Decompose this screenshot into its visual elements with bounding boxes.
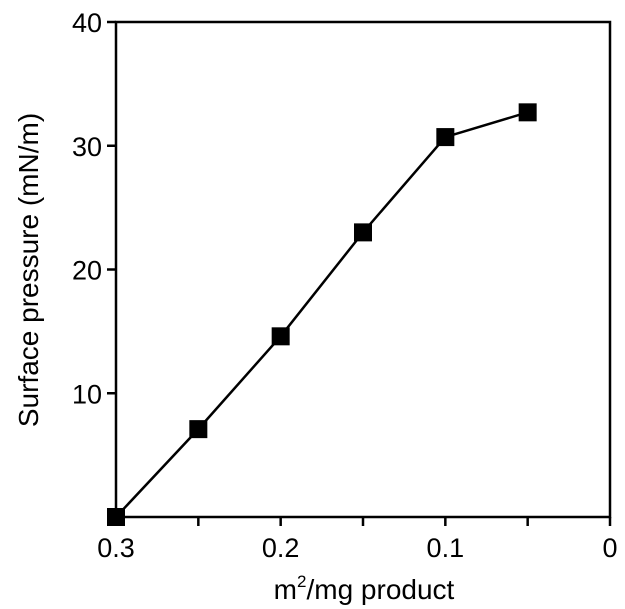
x-axis-title-rest: /mg product (306, 574, 454, 605)
y-tick-label: 20 (72, 256, 102, 286)
data-point (354, 223, 372, 242)
data-point (436, 128, 455, 147)
plot-frame (114, 20, 612, 519)
x-tick-label: 0.3 (97, 533, 135, 563)
data-point (189, 420, 208, 439)
x-axis-ticks: 0.3 0.2 0.1 0 (97, 517, 618, 563)
y-axis-ticks: 10 20 30 40 (72, 8, 116, 409)
x-tick-label: 0 (602, 533, 617, 563)
data-point (518, 103, 537, 122)
data-point (271, 327, 290, 346)
x-tick-label: 0.1 (427, 533, 465, 563)
x-axis-title-base: m (274, 574, 297, 605)
y-axis-title: Surface pressure (mN/m) (13, 113, 44, 427)
y-tick-label: 40 (72, 8, 102, 38)
x-axis-title-superscript: 2 (297, 572, 306, 591)
y-tick-label: 10 (72, 379, 102, 409)
x-tick-label: 0.2 (262, 533, 300, 563)
data-point (107, 508, 125, 526)
plot-border (114, 20, 612, 519)
series-line (115, 111, 529, 518)
x-axis-title: m2/mg product (274, 572, 455, 605)
series-layer (107, 103, 537, 526)
y-tick-label: 30 (72, 132, 102, 162)
